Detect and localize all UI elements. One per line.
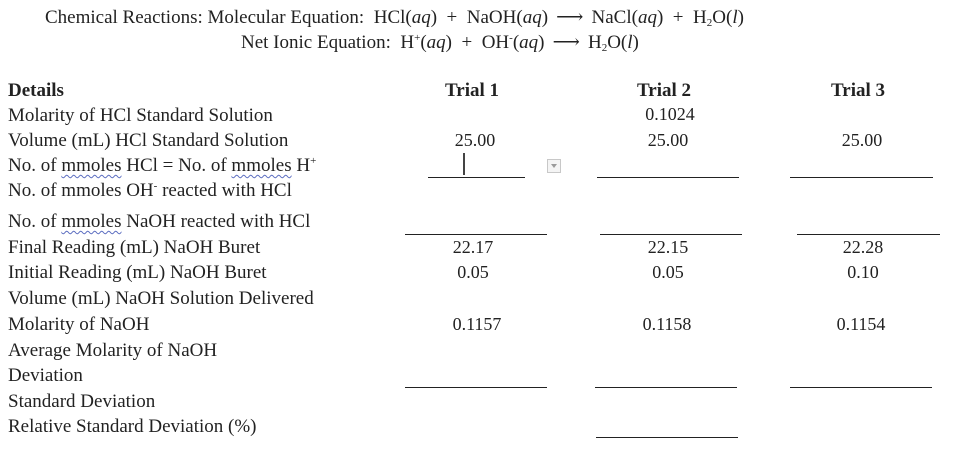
plus-sign: + [672, 7, 684, 28]
dropdown-arrow-icon[interactable] [547, 159, 561, 173]
paren: ) [430, 7, 438, 28]
label-part: No. of [8, 155, 62, 176]
value-molarity-naoh-trial-2: 0.1158 [642, 314, 692, 334]
phase-aq: aq [522, 7, 542, 28]
header-trial-3: Trial 3 [831, 80, 886, 101]
paren: ) [541, 7, 549, 28]
formula-part: H [400, 32, 415, 53]
molecular-equation: Chemical Reactions: Molecular Equation: … [45, 6, 744, 29]
value-initial-reading-trial-3: 0.10 [847, 262, 879, 282]
row-label-avg-molarity: Average Molarity of NaOH [8, 340, 218, 361]
header-trial-1: Trial 1 [445, 80, 500, 101]
phase-l: l [732, 7, 738, 28]
row-label-deviation: Deviation [8, 365, 83, 386]
product-nacl: NaCl( [591, 7, 638, 28]
paren: ) [445, 32, 452, 53]
phase-aq: aq [637, 7, 657, 28]
value-initial-reading-trial-2: 0.05 [652, 262, 684, 282]
value-volume-hcl-trial-3: 25.00 [841, 130, 883, 150]
answer-field-deviation-trial-1[interactable] [405, 387, 547, 388]
formula-part: O( [712, 7, 733, 28]
reactant-h-ion: H+(aq) [400, 32, 452, 53]
paren: ) [538, 32, 545, 53]
phase-l: l [627, 32, 633, 53]
reactant-naoh: NaOH( [466, 7, 523, 28]
formula-part: OH [481, 32, 510, 53]
paren: ) [656, 7, 664, 28]
answer-field-mmoles-hcl-trial-3[interactable] [790, 177, 933, 178]
answer-field-mmoles-naoh-trial-2[interactable] [600, 234, 742, 235]
reactant-oh-ion: OH-(aq) [482, 32, 545, 53]
formula-part: H [587, 32, 602, 53]
net-ionic-equation-label: Net Ionic Equation: [241, 32, 391, 53]
value-final-reading-trial-1: 22.17 [452, 237, 494, 257]
header-details: Details [8, 80, 64, 101]
label-part: No. of mmoles OH [8, 180, 154, 201]
superscript: - [153, 180, 158, 192]
subscript: 2 [706, 17, 713, 29]
value-initial-reading-trial-1: 0.05 [457, 262, 489, 282]
label-part: HCl = No. of [121, 155, 232, 176]
paren: ( [420, 32, 427, 53]
subscript: 2 [601, 42, 608, 54]
reaction-arrow-icon: ⟶ [556, 7, 584, 28]
formula-part: H [693, 7, 707, 28]
phase-aq: aq [411, 7, 431, 28]
answer-field-deviation-trial-2[interactable] [595, 387, 737, 388]
label-part: reacted with HCl [157, 180, 292, 201]
row-label-mmoles-hcl: No. of mmoles HCl = No. of mmoles H+ [8, 155, 316, 177]
row-label-volume-hcl: Volume (mL) HCl Standard Solution [8, 130, 289, 151]
plus-sign: + [446, 7, 458, 28]
row-label-volume-delivered: Volume (mL) NaOH Solution Delivered [8, 288, 314, 309]
paren: ) [737, 7, 744, 28]
header-trial-2: Trial 2 [637, 80, 692, 101]
value-volume-hcl-trial-1: 25.00 [454, 130, 496, 150]
phase-aq: aq [426, 32, 446, 53]
answer-field-mmoles-naoh-trial-3[interactable] [797, 234, 940, 235]
row-label-rsd: Relative Standard Deviation (%) [8, 416, 257, 437]
label-part: NaOH reacted with HCl [121, 211, 311, 232]
net-ionic-equation: Net Ionic Equation: H+(aq) + OH-(aq) ⟶ H… [241, 31, 639, 54]
label-part: H [291, 155, 311, 176]
reaction-arrow-icon: ⟶ [552, 32, 580, 53]
row-label-mmoles-naoh: No. of mmoles NaOH reacted with HCl [8, 211, 310, 233]
row-label-initial-reading: Initial Reading (mL) NaOH Buret [8, 262, 267, 283]
answer-field-mmoles-hcl-trial-1[interactable] [428, 177, 525, 178]
row-label-mmoles-oh: No. of mmoles OH- reacted with HCl [8, 180, 292, 202]
superscript: - [509, 32, 513, 44]
paren: ) [632, 32, 639, 53]
answer-field-mmoles-naoh-trial-1[interactable] [405, 234, 547, 235]
molecular-equation-label: Chemical Reactions: Molecular Equation: [45, 7, 365, 28]
row-label-final-reading: Final Reading (mL) NaOH Buret [8, 237, 261, 258]
answer-field-rsd[interactable] [596, 437, 738, 438]
row-label-molarity-naoh: Molarity of NaOH [8, 314, 150, 335]
text-cursor [463, 153, 465, 175]
value-molarity-hcl-trial-2: 0.1024 [645, 104, 695, 124]
value-molarity-naoh-trial-3: 0.1154 [836, 314, 886, 334]
label-part: No. of [8, 211, 62, 232]
formula-part: O( [607, 32, 628, 53]
product-water: H2O(l) [587, 32, 639, 54]
row-label-molarity-hcl: Molarity of HCl Standard Solution [8, 105, 273, 126]
paren: ( [512, 32, 520, 53]
answer-field-deviation-trial-3[interactable] [790, 387, 932, 388]
value-volume-hcl-trial-2: 25.00 [647, 130, 689, 150]
reactant-hcl: HCl( [373, 7, 412, 28]
plus-sign: + [461, 32, 473, 53]
answer-field-mmoles-hcl-trial-2[interactable] [597, 177, 739, 178]
phase-aq: aq [519, 32, 539, 53]
superscript: + [310, 155, 317, 167]
value-final-reading-trial-2: 22.15 [647, 237, 689, 257]
value-final-reading-trial-3: 22.28 [842, 237, 884, 257]
value-molarity-naoh-trial-1: 0.1157 [452, 314, 502, 334]
spellcheck-word: mmoles [61, 155, 122, 176]
superscript: + [414, 32, 421, 44]
product-water: H2O(l) [693, 7, 744, 29]
spellcheck-word: mmoles [231, 155, 292, 176]
spellcheck-word: mmoles [61, 211, 122, 232]
row-label-std-dev: Standard Deviation [8, 391, 156, 412]
